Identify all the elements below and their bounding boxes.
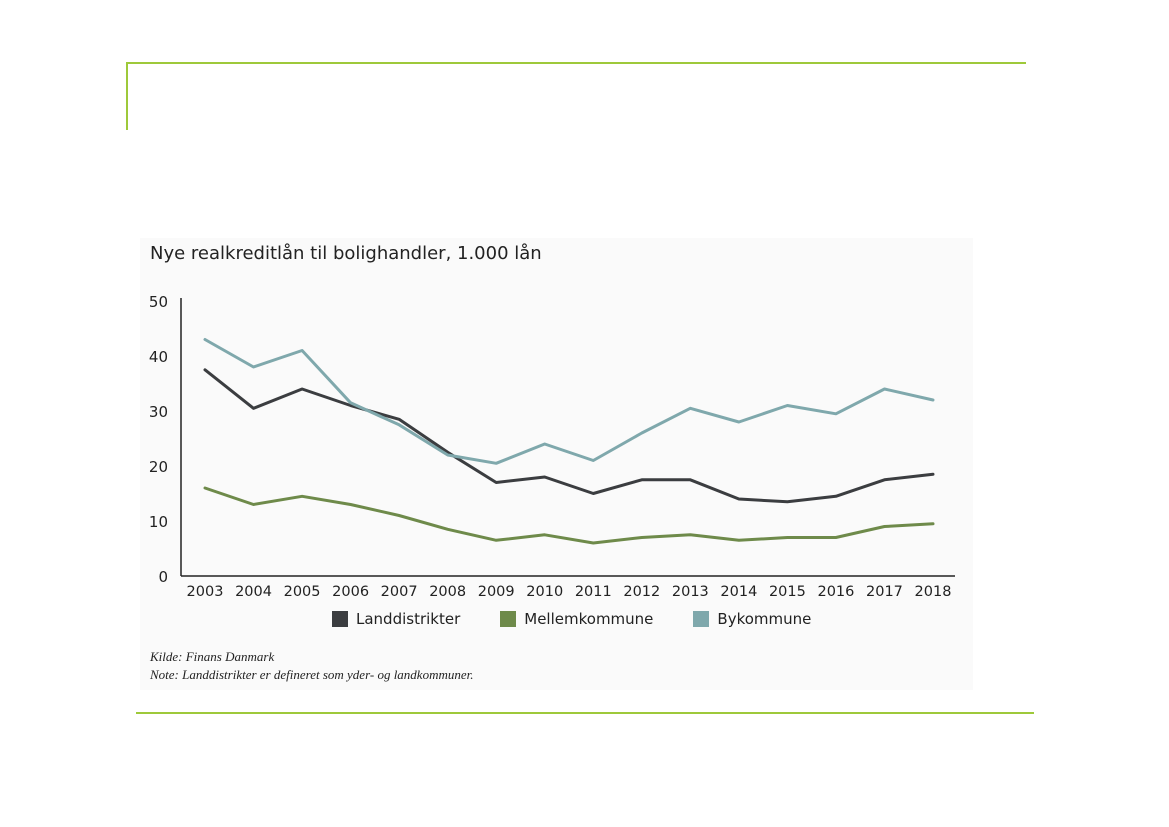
legend-label-bykommune: Bykommune xyxy=(717,610,812,628)
legend-label-mellemkommune: Mellemkommune xyxy=(524,610,654,628)
frame-bottom-line xyxy=(136,712,1034,714)
series-lines xyxy=(203,338,935,545)
source-notes: Kilde: Finans Danmark Note: Landdistrikt… xyxy=(150,648,474,684)
x-tick-label: 2004 xyxy=(235,584,272,600)
legend-swatch-mellemkommune xyxy=(500,611,517,627)
x-tick-labels: 2003 2004 2005 2006 2007 2008 2009 2010 2011 2012… xyxy=(187,584,952,600)
x-tick-label: 2011 xyxy=(575,584,612,600)
x-tick-label: 2018 xyxy=(915,584,952,600)
y-tick-label: 10 xyxy=(149,513,168,531)
x-tick-label: 2015 xyxy=(769,584,806,600)
series-line-bykommune xyxy=(203,338,935,465)
x-tick-label: 2013 xyxy=(672,584,709,600)
x-tick-label: 2009 xyxy=(478,584,515,600)
y-tick-label: 40 xyxy=(149,348,168,366)
y-tick-labels: 0 10 20 30 40 50 xyxy=(149,293,168,586)
x-tick-label: 2017 xyxy=(866,584,903,600)
legend: Landdistrikter Mellemkommune Bykommune xyxy=(332,610,851,628)
legend-item-mellemkommune: Mellemkommune xyxy=(500,610,653,628)
legend-item-bykommune: Bykommune xyxy=(693,610,811,628)
series-line-mellemkommune xyxy=(203,486,935,545)
x-tick-label: 2007 xyxy=(381,584,418,600)
series-line-landdistrikter xyxy=(203,368,935,504)
x-tick-label: 2005 xyxy=(284,584,321,600)
source-kilde: Kilde: Finans Danmark xyxy=(150,649,275,664)
frame-top-line xyxy=(126,62,1026,64)
y-tick-label: 30 xyxy=(149,403,168,421)
legend-label-landdistrikter: Landdistrikter xyxy=(356,610,461,628)
legend-swatch-bykommune xyxy=(693,611,710,627)
chart-panel xyxy=(140,238,973,690)
legend-swatch-landdistrikter xyxy=(332,611,348,627)
x-tick-label: 2012 xyxy=(623,584,660,600)
x-tick-label: 2003 xyxy=(187,584,224,600)
y-tick-label: 50 xyxy=(149,293,168,311)
frame-left-line xyxy=(126,62,128,130)
x-tick-label: 2006 xyxy=(332,584,369,600)
y-tick-label: 20 xyxy=(149,458,168,476)
legend-item-landdistrikter: Landdistrikter xyxy=(332,610,460,628)
y-tick-label: 0 xyxy=(158,568,168,586)
chart-title: Nye realkreditlån til bolighandler, 1.00… xyxy=(150,243,542,264)
x-tick-label: 2008 xyxy=(429,584,466,600)
source-note: Note: Landdistrikter er defineret som yd… xyxy=(150,667,474,682)
x-tick-label: 2010 xyxy=(526,584,563,600)
x-tick-label: 2016 xyxy=(817,584,854,600)
x-tick-label: 2014 xyxy=(720,584,757,600)
